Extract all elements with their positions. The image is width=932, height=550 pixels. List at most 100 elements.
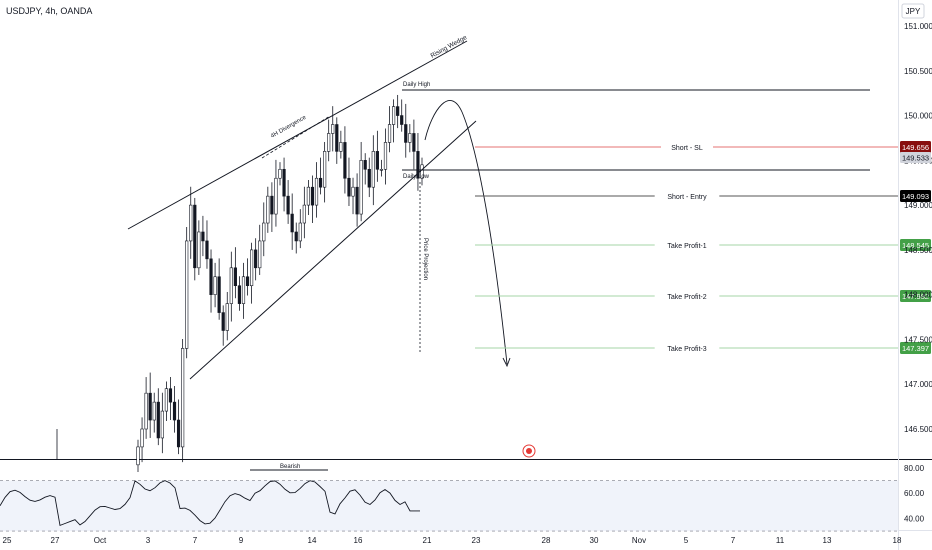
trade-level-label: Take Profit-2 [667,294,706,301]
candle [181,338,185,463]
divergence-label: 4H Divergence [270,114,308,139]
time-tick-label: 7 [731,536,736,545]
candle-body-up [408,133,412,143]
time-axis: 25 27 Oct 3 7 9 14 16 21 23 28 30 Nov 5 7 11 13 18 [3,536,902,545]
current-price-value: 149.533 [902,154,929,163]
candle-body-up [181,348,185,448]
candle [351,177,355,215]
candle [237,276,242,311]
candle-body-down [335,124,339,152]
candle-body-down [221,312,225,331]
candle-body-up [213,276,217,295]
candle-body-up [197,231,201,269]
price-tick-label: 148.500 [904,246,932,255]
candle [176,399,181,455]
candle [387,106,392,153]
candle [250,242,254,304]
candle-body-down [396,106,400,116]
trade-level: Take Profit-3 147.397 [475,342,931,354]
candle-body-down [400,115,404,125]
candle [343,126,347,194]
candle [318,157,323,195]
candle-body-up [327,133,331,152]
candle-body-up [379,168,384,171]
trade-level-price-tag [900,141,931,153]
candle [229,251,233,322]
candle-body-up [383,142,388,170]
trade-level-label-bg [654,239,720,251]
candle [262,202,266,257]
candle [144,377,148,439]
candle [408,124,412,153]
candle-body-down [363,160,367,170]
candle [156,388,160,446]
candle-body-up [152,401,156,421]
candle [347,157,351,207]
candle [209,249,213,313]
candle [363,153,367,185]
candle-body-up [144,392,148,430]
candle-body-up [391,106,396,125]
candle [225,291,229,341]
candle-body-down [233,267,237,287]
candle-body-down [404,124,408,143]
candle-body-down [286,195,290,215]
candle-body-up [323,151,327,188]
trade-level-label-bg [654,190,720,202]
candle [412,119,416,170]
trade-level-label-bg [654,342,720,354]
candle [404,103,408,158]
candle [335,117,339,164]
candle-body-down [168,388,173,403]
candle-body-up [250,249,254,287]
candle-body-down [217,276,221,313]
currency-badge-box [901,3,925,19]
trade-level-price-tag [900,342,931,354]
candle [310,175,315,224]
candle [359,141,363,222]
candle-body-up [387,124,392,143]
time-tick-label: 21 [423,536,432,545]
candle-body-up [185,240,189,349]
candle-body-up [241,276,246,304]
candle-body-up [314,177,319,206]
time-tick-label: 5 [684,536,689,545]
candle [331,106,335,152]
trade-level: Short - Entry 149.093 [475,190,931,202]
candle [193,197,197,281]
trade-level-label-bg [661,141,713,153]
candle [367,157,371,198]
candle [306,180,311,215]
candle-body-down [209,258,213,295]
price-tick-label: 147.500 [904,335,932,344]
candle-body-up [339,142,343,152]
wedge-upper-line [127,40,468,230]
candle [245,258,250,296]
time-tick-label: 30 [590,536,599,545]
price-tick-label: 151.000 [904,22,932,31]
time-tick-label: 23 [472,536,481,545]
candle-body-down [245,276,250,287]
candle [339,130,343,159]
time-tick-label: Oct [94,536,107,545]
trade-level-label-bg [654,290,720,302]
candle [205,220,209,269]
candle [241,262,246,319]
trade-level: Take Profit-1 148.545 [475,239,931,251]
candle-body-down [412,133,416,152]
time-tick-label: 11 [776,536,785,545]
candle-body-up [278,168,282,179]
candle-body-down [254,249,258,269]
candle [286,180,290,224]
candle [323,141,327,203]
trade-level-price: 149.656 [902,143,929,152]
candle-body-up [229,267,233,304]
candles [56,94,424,472]
candle [160,392,164,454]
candle [254,238,258,281]
candle-body-down [282,168,286,197]
rsi-band [0,480,898,532]
candle-body-up [359,160,363,215]
